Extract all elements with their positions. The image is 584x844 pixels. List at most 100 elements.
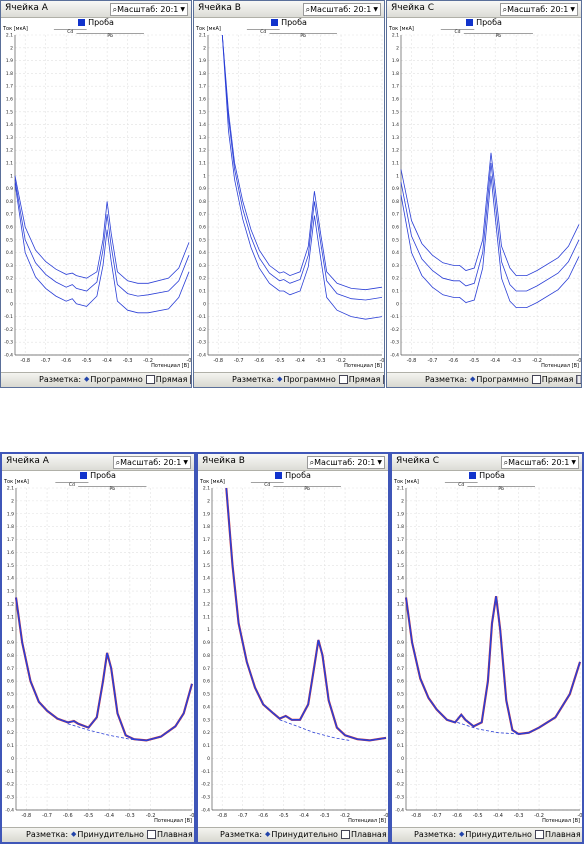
grid-toggle-icon[interactable] [383,375,384,384]
y-axis-label: Ток [мкА] [394,479,419,485]
y-tick-label: 1.9 [397,511,404,517]
scale-dropdown[interactable]: ⌕Масштаб: 20:1 ▼ [499,3,578,16]
legend-label: Проба [281,18,307,27]
scale-dropdown[interactable]: ⌕Масштаб: 20:1 ▼ [306,456,385,469]
y-tick-label: 0.9 [199,186,206,192]
y-tick-label: 2.1 [7,486,14,492]
markup-line[interactable]: Прямая [348,375,381,384]
voltammogram-plot[interactable]: Проба Ток [мкА] Потенциал [В] 2.1 2 1.9 1.8… [198,470,388,828]
cell-panel-c-bottom[interactable]: Ячейка C ⌕Масштаб: 20:1 ▼ Проба Ток [мкА]… [390,452,584,844]
cell-panel-b-top[interactable]: Ячейка B ⌕Масштаб: 20:1 ▼ Проба Ток [мкА]… [193,0,385,388]
baseline-curve [457,722,519,735]
markup-mode[interactable]: Программно [476,375,529,384]
voltammogram-plot[interactable]: Проба Ток [мкА] Потенциал [В] 2.1 2 1.9 1.8… [1,17,191,373]
legend-swatch [469,472,477,479]
y-tick-label: 0.2 [6,276,13,282]
cell-panel-c-top[interactable]: Ячейка C ⌕Масштаб: 20:1 ▼ Проба Ток [мкА]… [386,0,582,388]
cell-panel-a-bottom[interactable]: Ячейка A ⌕Масштаб: 20:1 ▼ Проба Ток [мкА]… [0,452,196,844]
markup-mode[interactable]: Программно [90,375,143,384]
y-tick-label: 1.2 [199,148,206,154]
y-tick-label: 0.1 [6,289,13,295]
arrows-icon[interactable]: ◆ [277,375,283,383]
voltammogram-plot[interactable]: Проба Ток [мкА] Потенциал [В] 2.1 2 1.9 1.8… [387,17,581,373]
markup-line[interactable]: Плавная [350,830,387,839]
y-tick-label: 0.7 [392,212,399,218]
line-checkbox[interactable] [146,830,156,839]
y-tick-label: 2.1 [397,486,404,492]
x-tick-label: -0.3 [511,358,521,364]
x-tick-label: -0.6 [63,813,73,819]
y-axis-label: Ток [мкА] [4,479,29,485]
x-tick-label: -0.4 [295,358,305,364]
y-tick-label: 0.5 [397,692,404,698]
y-tick-label: -0.4 [201,808,210,814]
y-tick-label: 1.6 [6,97,13,103]
y-tick-label: -0.3 [395,795,404,801]
x-tick-label: -0.3 [316,358,326,364]
legend-label: Проба [90,471,116,480]
cd-peak-marker-label: Cd [67,29,73,35]
y-tick-label: 1.2 [6,148,13,154]
scale-dropdown[interactable]: ⌕Масштаб: 20:1 ▼ [500,456,579,469]
voltammogram-curve [15,597,193,742]
y-tick-label: 0.6 [7,679,14,685]
scale-dropdown[interactable]: ⌕Масштаб: 20:1 ▼ [112,456,191,469]
y-tick-label: 1.3 [199,135,206,141]
y-tick-label: 0.5 [199,237,206,243]
grid-toggle-icon[interactable] [576,375,581,384]
x-tick-label: -0 [578,813,583,819]
cell-title: Ячейка A [5,3,48,13]
cell-panel-a-top[interactable]: Ячейка A ⌕Масштаб: 20:1 ▼ Проба Ток [мкА]… [0,0,192,388]
scale-dropdown[interactable]: ⌕Масштаб: 20:1 ▼ [109,3,188,16]
x-tick-label: -0.8 [20,358,30,364]
y-tick-label: 1.9 [203,511,210,517]
voltammogram-plot[interactable]: Проба Ток [мкА] Потенциал [В] 2.1 2 1.9 1.8… [2,470,194,828]
y-tick-label: 0.2 [199,276,206,282]
markup-mode[interactable]: Принудительно [465,830,532,839]
y-tick-label: 0.3 [199,263,206,269]
y-tick-label: 1.3 [203,589,210,595]
x-tick-label: -0.5 [82,358,92,364]
y-tick-label: 1 [396,173,399,179]
legend-swatch [78,19,86,26]
line-checkbox[interactable] [340,830,350,839]
legend: Проба [392,471,582,480]
y-tick-label: 1.8 [397,524,404,530]
arrows-icon[interactable]: ◆ [265,830,271,838]
voltammogram-plot[interactable]: Проба Ток [мкА] Потенциал [В] 2.1 2 1.9 1.8… [194,17,384,373]
line-checkbox[interactable] [531,375,541,384]
y-tick-label: 0.5 [392,237,399,243]
markup-line[interactable]: Прямая [155,375,188,384]
line-checkbox[interactable] [145,375,155,384]
pb-peak-marker-label: Pb [304,486,310,492]
grid-toggle-icon[interactable] [190,375,191,384]
y-tick-label: 0.5 [6,237,13,243]
cell-panel-b-bottom[interactable]: Ячейка B ⌕Масштаб: 20:1 ▼ Проба Ток [мкА]… [196,452,390,844]
y-tick-label: 2 [396,45,399,51]
y-tick-label: 0.9 [7,640,14,646]
arrows-icon[interactable]: ◆ [459,830,465,838]
markup-mode[interactable]: Принудительно [77,830,144,839]
y-tick-label: 0.1 [203,743,210,749]
arrows-icon[interactable]: ◆ [71,830,77,838]
markup-line[interactable]: Плавная [156,830,193,839]
chevron-down-icon: ▼ [570,6,575,13]
arrows-icon[interactable]: ◆ [470,375,476,383]
y-tick-label: 1.6 [7,550,14,556]
line-checkbox[interactable] [338,375,348,384]
markup-line[interactable]: Прямая [541,375,574,384]
arrows-icon[interactable]: ◆ [84,375,90,383]
markup-bar: Разметка: ◆Принудительно Плавная [2,827,194,842]
x-tick-label: -0.8 [21,813,31,819]
scale-dropdown[interactable]: ⌕Масштаб: 20:1 ▼ [302,3,381,16]
x-axis-label: Потенциал [В] [154,818,192,824]
y-tick-label: -0.3 [197,340,206,346]
voltammogram-plot[interactable]: Проба Ток [мкА] Потенциал [В] 2.1 2 1.9 1.8… [392,470,582,828]
x-tick-label: -0.4 [102,358,112,364]
line-checkbox[interactable] [534,830,544,839]
markup-mode[interactable]: Принудительно [271,830,338,839]
markup-mode[interactable]: Программно [283,375,336,384]
y-tick-label: 0.6 [6,225,13,231]
markup-line[interactable]: Плавная [544,830,581,839]
x-tick-label: -0.3 [123,358,133,364]
